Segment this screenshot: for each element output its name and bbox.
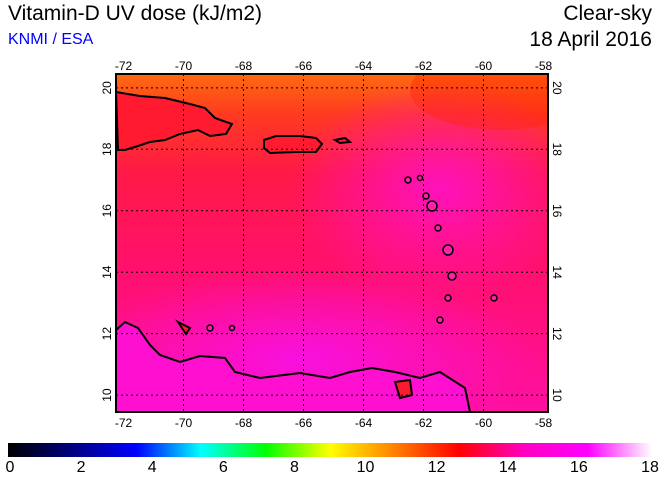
lat-label-left: 16	[100, 204, 114, 218]
lat-label-right: 16	[550, 204, 564, 218]
lon-label-top: -68	[235, 59, 253, 73]
colorbar-label: 0	[5, 459, 15, 476]
virgin-islands	[332, 136, 353, 145]
lon-label-bottom: -62	[415, 416, 433, 430]
map-panel: -72 -72 -70 -70 -68 -68 -66 -66 -64 -64 -62 -62 -60 -…	[100, 59, 564, 430]
colorbar-label: 4	[147, 459, 157, 476]
lat-label-right: 14	[550, 266, 564, 280]
lon-label-bottom: -60	[475, 416, 493, 430]
lon-label-top: -70	[175, 59, 193, 73]
graticule	[116, 74, 548, 412]
puerto-rico	[263, 135, 324, 155]
lon-label-bottom: -58	[535, 416, 553, 430]
lon-label-bottom: -64	[355, 416, 373, 430]
lon-label-top: -58	[535, 59, 553, 73]
lesser-antilles	[206, 174, 498, 332]
lat-label-right: 18	[550, 143, 564, 157]
lon-label-top: -62	[415, 59, 433, 73]
map-title: Vitamin-D UV dose (kJ/m2)	[8, 2, 263, 25]
lat-label-right: 12	[550, 327, 564, 341]
date-label: 18 April 2016	[529, 28, 652, 51]
lat-label-left: 14	[100, 265, 114, 279]
colorbar-label: 18	[641, 459, 659, 476]
colorbar-label: 10	[356, 459, 375, 476]
colorbar-label: 14	[498, 459, 517, 476]
lon-label-bottom: -66	[295, 416, 313, 430]
lat-label-left: 10	[100, 388, 114, 402]
axis-ticks: -72 -72 -70 -70 -68 -68 -66 -66 -64 -64 -62 -62 -60 -…	[100, 59, 564, 430]
lat-label-right: 10	[550, 388, 564, 402]
lon-label-top: -60	[475, 59, 493, 73]
lat-label-left: 18	[100, 142, 114, 156]
colorbar	[8, 443, 652, 457]
lon-label-top: -72	[115, 59, 133, 73]
colorbar-label: 16	[569, 459, 588, 476]
lat-label-left: 12	[100, 327, 114, 341]
lat-label-right: 20	[550, 81, 564, 95]
source-label: KNMI / ESA	[8, 31, 94, 48]
colorbar-label: 12	[427, 459, 446, 476]
lon-label-top: -64	[355, 59, 373, 73]
lat-label-left: 20	[100, 81, 114, 95]
lon-label-top: -66	[295, 59, 313, 73]
colorbar-label: 6	[218, 459, 228, 476]
lon-label-bottom: -72	[115, 416, 133, 430]
colorbar-label: 2	[76, 459, 86, 476]
sky-mode-label: Clear-sky	[563, 2, 652, 25]
hispaniola	[114, 90, 234, 151]
colorbar-label: 8	[289, 459, 299, 476]
map-frame	[115, 73, 549, 413]
lon-label-bottom: -70	[175, 416, 193, 430]
lon-label-bottom: -68	[235, 416, 253, 430]
